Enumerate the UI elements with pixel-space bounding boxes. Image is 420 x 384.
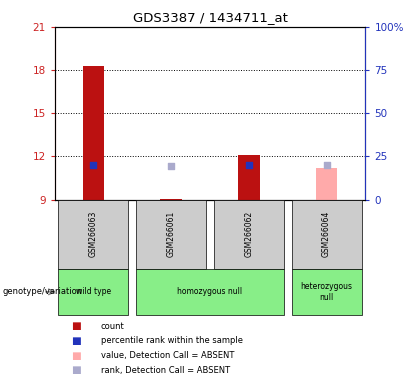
Text: value, Detection Call = ABSENT: value, Detection Call = ABSENT xyxy=(101,351,234,360)
Text: percentile rank within the sample: percentile rank within the sample xyxy=(101,336,243,346)
Text: GSM266062: GSM266062 xyxy=(244,211,253,257)
Text: GSM266064: GSM266064 xyxy=(322,211,331,257)
Bar xyxy=(316,168,337,200)
Text: count: count xyxy=(101,322,125,331)
Point xyxy=(245,162,252,168)
Bar xyxy=(58,269,129,315)
Point xyxy=(168,163,175,169)
Bar xyxy=(83,66,104,200)
Text: ■: ■ xyxy=(71,321,81,331)
Text: wild type: wild type xyxy=(76,287,111,296)
Bar xyxy=(214,200,284,269)
Text: GSM266061: GSM266061 xyxy=(167,211,176,257)
Bar xyxy=(136,269,284,315)
Text: heterozygous
null: heterozygous null xyxy=(301,282,352,301)
Bar xyxy=(238,155,260,200)
Text: genotype/variation: genotype/variation xyxy=(2,287,82,296)
Text: ■: ■ xyxy=(71,351,81,361)
Point xyxy=(323,162,330,169)
Bar xyxy=(136,200,206,269)
Point xyxy=(90,162,97,168)
Text: ■: ■ xyxy=(71,365,81,375)
Text: GSM266063: GSM266063 xyxy=(89,211,98,257)
Bar xyxy=(291,269,362,315)
Bar xyxy=(58,200,129,269)
Title: GDS3387 / 1434711_at: GDS3387 / 1434711_at xyxy=(133,11,287,24)
Bar xyxy=(160,199,182,200)
Bar xyxy=(291,200,362,269)
Text: ■: ■ xyxy=(71,336,81,346)
Text: rank, Detection Call = ABSENT: rank, Detection Call = ABSENT xyxy=(101,366,230,375)
Text: homozygous null: homozygous null xyxy=(177,287,243,296)
